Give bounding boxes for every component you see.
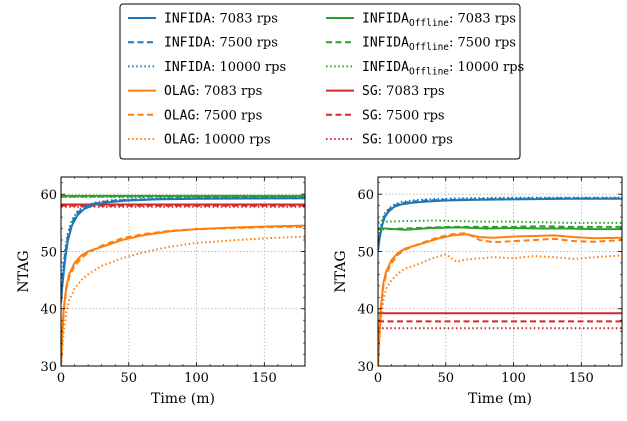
legend-label: INFIDA: 7083 rps bbox=[164, 12, 278, 27]
legend-entry: OLAG: 7083 rps bbox=[128, 84, 262, 99]
legend-entry: SG: 10000 rps bbox=[326, 133, 453, 148]
chart-panel-left: 0 50 100 150 30 40 50 60 Time (m) NTAG bbox=[16, 176, 306, 407]
series-line-infida-offline-solid bbox=[378, 226, 622, 231]
legend-label: INFIDAOffline: 7500 rps bbox=[362, 36, 516, 54]
legend-rate: : 10000 rps bbox=[449, 60, 524, 75]
plot-frame bbox=[377, 176, 623, 367]
legend-rate: : 7083 rps bbox=[449, 12, 516, 27]
y-tick-label: 30 bbox=[40, 360, 57, 375]
legend-rate: : 10000 rps bbox=[211, 60, 286, 75]
legend-label: INFIDA: 10000 rps bbox=[164, 60, 286, 75]
legend-algo-name: SG bbox=[362, 84, 378, 99]
series-line-olag-dashed bbox=[61, 225, 305, 366]
legend-rate: : 7083 rps bbox=[211, 12, 278, 27]
legend-entry: INFIDA: 10000 rps bbox=[128, 60, 286, 75]
series-line-olag-dotted bbox=[378, 253, 622, 366]
series-line-olag-dashed bbox=[378, 232, 622, 366]
series-line-infida-dotted bbox=[61, 196, 305, 292]
legend-label: OLAG: 7500 rps bbox=[164, 108, 262, 123]
x-tick-label: 150 bbox=[569, 371, 594, 386]
legend-rate: : 7500 rps bbox=[378, 108, 445, 123]
legend-algo-subscript: Offline bbox=[409, 18, 449, 29]
legend-label: OLAG: 10000 rps bbox=[164, 133, 271, 148]
legend-label: OLAG: 7083 rps bbox=[164, 84, 262, 99]
chart-panel-right: 0 50 100 150 30 40 50 60 Time (m) NTAG bbox=[333, 176, 623, 407]
legend-entry: INFIDAOffline: 10000 rps bbox=[326, 60, 524, 78]
x-tick-label: 50 bbox=[438, 371, 455, 386]
legend-entry: OLAG: 10000 rps bbox=[128, 133, 271, 148]
legend-rate: : 7500 rps bbox=[195, 108, 262, 123]
series-line-infida-offline-dashed bbox=[378, 225, 622, 231]
x-tick-label: 150 bbox=[252, 371, 277, 386]
legend-label: INFIDAOffline: 7083 rps bbox=[362, 12, 516, 30]
series-group bbox=[378, 196, 622, 366]
y-tick-label: 60 bbox=[40, 188, 57, 203]
legend-algo-name: INFIDA bbox=[362, 36, 409, 51]
legend-label: SG: 7500 rps bbox=[362, 108, 445, 123]
series-line-infida-dashed bbox=[378, 197, 622, 249]
legend-algo-name: OLAG bbox=[164, 84, 195, 99]
y-tick-label: 40 bbox=[40, 303, 57, 318]
series-line-olag-solid bbox=[378, 233, 622, 366]
legend-label: INFIDAOffline: 10000 rps bbox=[362, 60, 524, 78]
series-line-infida-solid bbox=[378, 197, 622, 252]
legend-rate: : 7083 rps bbox=[378, 84, 445, 99]
legend-algo-name: OLAG bbox=[164, 108, 195, 123]
y-tick-label: 40 bbox=[357, 303, 374, 318]
x-tick-label: 0 bbox=[57, 371, 65, 386]
series-line-olag-dotted bbox=[61, 235, 305, 366]
legend-algo-subscript: Offline bbox=[409, 66, 449, 77]
y-tick-label: 50 bbox=[357, 245, 374, 260]
legend-algo-name: INFIDA bbox=[164, 60, 211, 75]
x-tick-label: 100 bbox=[501, 371, 526, 386]
x-tick-label: 0 bbox=[374, 371, 382, 386]
legend-entry: OLAG: 7500 rps bbox=[128, 108, 262, 123]
legend-algo-name: OLAG bbox=[164, 133, 195, 148]
y-tick-label: 50 bbox=[40, 245, 57, 260]
legend-label: INFIDA: 7500 rps bbox=[164, 36, 278, 51]
legend-entry: INFIDA: 7500 rps bbox=[128, 36, 278, 51]
series-line-olag-solid bbox=[61, 224, 305, 366]
legend-rate: : 10000 rps bbox=[378, 133, 453, 148]
series-group bbox=[61, 194, 305, 366]
legend-rate: : 10000 rps bbox=[195, 133, 270, 148]
legend-algo-name: INFIDA bbox=[164, 12, 211, 27]
legend-entry: SG: 7500 rps bbox=[326, 108, 445, 123]
legend-entry: INFIDAOffline: 7083 rps bbox=[326, 12, 516, 30]
legend-entry: INFIDAOffline: 7500 rps bbox=[326, 36, 516, 54]
legend-entry: SG: 7083 rps bbox=[326, 84, 445, 99]
legend: INFIDA: 7083 rps INFIDAOffline: 7083 rpsI… bbox=[119, 3, 524, 160]
x-tick-label: 100 bbox=[184, 371, 209, 386]
legend-rate: : 7500 rps bbox=[449, 36, 516, 51]
x-axis-label: Time (m) bbox=[151, 391, 215, 407]
legend-entry: INFIDA: 7083 rps bbox=[128, 12, 278, 27]
legend-algo-name: INFIDA bbox=[362, 60, 409, 75]
legend-frame bbox=[119, 3, 521, 160]
legend-algo-name: SG bbox=[362, 133, 378, 148]
legend-algo-subscript: Offline bbox=[409, 42, 449, 53]
series-line-infida-solid bbox=[61, 197, 305, 304]
x-tick-label: 50 bbox=[121, 371, 138, 386]
x-axis-label: Time (m) bbox=[468, 391, 532, 407]
legend-algo-name: INFIDA bbox=[164, 36, 211, 51]
legend-algo-name: SG bbox=[362, 108, 378, 123]
series-line-infida-offline-dotted bbox=[378, 219, 622, 224]
legend-rate: : 7500 rps bbox=[211, 36, 278, 51]
y-tick-label: 60 bbox=[357, 188, 374, 203]
y-axis-label: NTAG bbox=[16, 250, 32, 292]
legend-label: SG: 7083 rps bbox=[362, 84, 445, 99]
y-tick-label: 30 bbox=[357, 360, 374, 375]
legend-rate: : 7083 rps bbox=[195, 84, 262, 99]
legend-algo-name: INFIDA bbox=[362, 12, 409, 27]
legend-label: SG: 10000 rps bbox=[362, 133, 453, 148]
y-axis-label: NTAG bbox=[333, 250, 349, 292]
